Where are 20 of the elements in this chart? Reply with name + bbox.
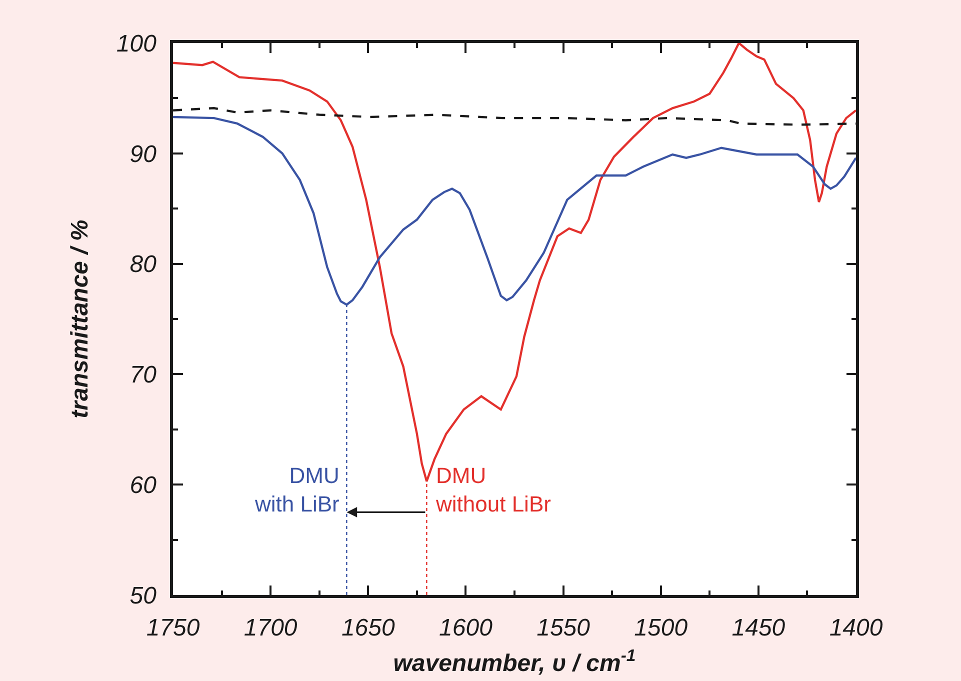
- y-tick-label: 90: [130, 140, 158, 168]
- x-tick-label: 1500: [634, 614, 688, 642]
- x-tick-label: 1550: [536, 614, 591, 642]
- line-series: [173, 107, 856, 126]
- ref-line-label: DMU without LiBr: [435, 463, 551, 517]
- x-tick-label: 1400: [829, 614, 884, 642]
- ref-line-label: DMU with LiBr: [254, 463, 340, 517]
- y-tick-label: 60: [130, 472, 158, 499]
- x-tick-label: 1750: [146, 614, 200, 642]
- line-series: [173, 43, 856, 482]
- y-tick-label: 50: [130, 582, 158, 610]
- x-tick-label: 1600: [439, 614, 494, 642]
- x-tick-label: 1700: [244, 614, 298, 642]
- x-tick-label: 1450: [732, 614, 786, 642]
- y-axis-title: transmittance / %: [66, 220, 94, 418]
- x-tick-label: 1650: [341, 614, 396, 642]
- x-axis-title: wavenumber, υ / cm$^{-1}$: [393, 646, 636, 677]
- y-tick-label: 100: [116, 30, 158, 58]
- y-tick-label: 80: [130, 251, 158, 278]
- y-tick-label: 70: [130, 362, 158, 389]
